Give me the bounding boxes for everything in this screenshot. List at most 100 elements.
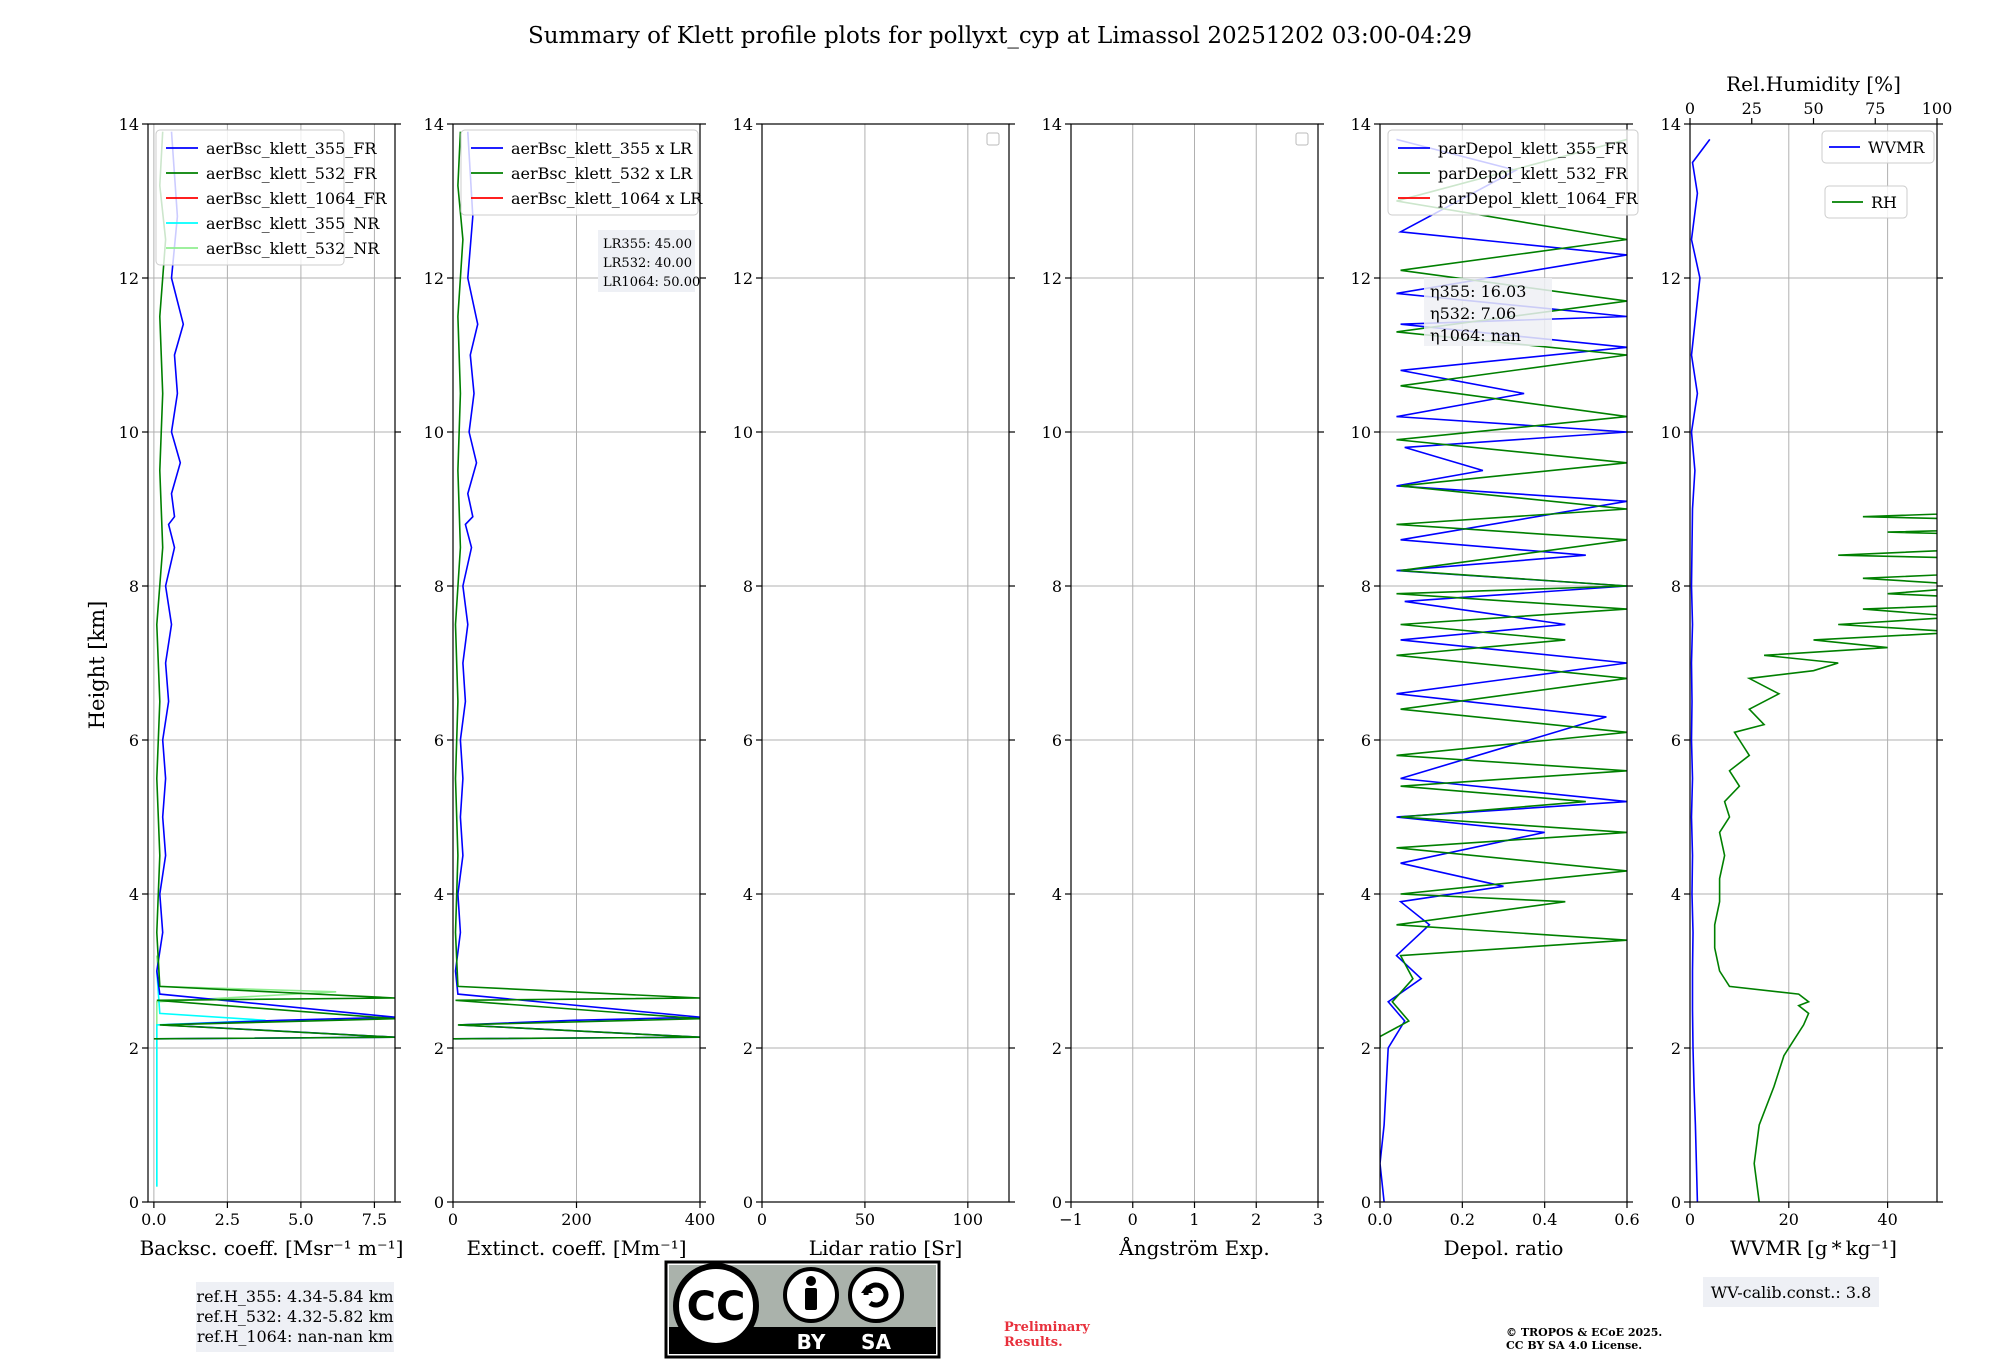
y-tick-label: 10 bbox=[1661, 423, 1681, 442]
y-tick-label: 8 bbox=[1671, 577, 1681, 596]
x-tick-label: 40 bbox=[1877, 1210, 1897, 1229]
y-tick-label: 10 bbox=[119, 423, 139, 442]
figure: Summary of Klett profile plots for polly… bbox=[0, 0, 2000, 1360]
x-tick-label: 0 bbox=[757, 1210, 767, 1229]
legend-entry: aerBsc_klett_532_FR bbox=[206, 164, 377, 183]
y-tick-label: 6 bbox=[1052, 731, 1062, 750]
series-line-RH bbox=[1715, 436, 2000, 1202]
x-axis-label: WVMR [g * kg⁻¹] bbox=[1730, 1236, 1897, 1260]
legend-entry: aerBsc_klett_355_NR bbox=[206, 214, 380, 233]
y-tick-label: 4 bbox=[743, 885, 753, 904]
y-tick-label: 0 bbox=[434, 1193, 444, 1212]
legend-entry: parDepol_klett_1064_FR bbox=[1438, 189, 1639, 208]
legend-entry: parDepol_klett_355_FR bbox=[1438, 139, 1629, 158]
y-tick-label: 6 bbox=[1671, 731, 1681, 750]
top-x-axis-label: Rel.Humidity [%] bbox=[1726, 72, 1901, 96]
legend-entry: WVMR bbox=[1868, 138, 1925, 157]
panel-depol: 024681012140.0 0.2 0.4 0.6Depol. ratioparDe… bbox=[1351, 115, 1640, 1260]
series-line-aerBsc_klett_532_FR bbox=[154, 132, 395, 1039]
y-tick-label: 14 bbox=[1042, 115, 1062, 134]
y-tick-label: 8 bbox=[1361, 577, 1371, 596]
y-tick-label: 8 bbox=[434, 577, 444, 596]
y-tick-label: 10 bbox=[733, 423, 753, 442]
y-tick-label: 6 bbox=[1361, 731, 1371, 750]
panel-ext: 0 2 4 6 8 10 12 14 0 200 400 Extinct. coeff. [Mm⁻¹]… bbox=[424, 115, 716, 1260]
y-tick-label: 10 bbox=[424, 423, 444, 442]
legend: parDepol_klett_355_FR parDepol_klett_532_… bbox=[1388, 130, 1639, 215]
y-tick-label: 4 bbox=[434, 885, 444, 904]
y-tick-label: 10 bbox=[1351, 423, 1371, 442]
lidar-ratio-value: LR355: 45.00 bbox=[603, 237, 692, 252]
x-tick-label: 0.4 bbox=[1532, 1210, 1557, 1229]
x-axis-label: Extinct. coeff. [Mm⁻¹] bbox=[466, 1236, 686, 1260]
legend-entry: aerBsc_klett_355 x LR bbox=[511, 139, 693, 158]
series-line-aerBsc_klett_355_FR bbox=[157, 132, 395, 1039]
x-axis-label: Lidar ratio [Sr] bbox=[809, 1236, 963, 1260]
by-label: BY bbox=[797, 1330, 826, 1354]
x-axis-label: Ångström Exp. bbox=[1118, 1235, 1269, 1260]
legend: aerBsc_klett_355_FR aerBsc_klett_532_FRae… bbox=[156, 130, 388, 265]
preliminary-line-2: Results. bbox=[1004, 1335, 1063, 1350]
y-tick-label: 12 bbox=[733, 269, 753, 288]
x-tick-label: 0.0 bbox=[141, 1210, 166, 1229]
y-tick-label: 6 bbox=[743, 731, 753, 750]
empty-legend-box bbox=[1296, 133, 1308, 145]
eta-value: η532: 7.06 bbox=[1430, 304, 1516, 323]
axes-frame bbox=[148, 124, 395, 1202]
y-tick-label: 6 bbox=[434, 731, 444, 750]
legend-rh: RH bbox=[1825, 186, 1907, 218]
legend-entry: aerBsc_klett_532 x LR bbox=[511, 164, 693, 183]
empty-legend-box bbox=[987, 133, 999, 145]
ref-heights-box: ref.H_355: 4.34-5.84 km ref.H_532: 4.32-… bbox=[196, 1282, 394, 1352]
x-tick-label: 20 bbox=[1779, 1210, 1799, 1229]
x-tick-label: 0.2 bbox=[1450, 1210, 1475, 1229]
x-axis-label: Backsc. coeff. [Msr⁻¹ m⁻¹] bbox=[140, 1236, 404, 1260]
y-tick-label: 8 bbox=[129, 577, 139, 596]
legend-entry: aerBsc_klett_1064_FR bbox=[206, 189, 388, 208]
y-tick-label: 4 bbox=[1671, 885, 1681, 904]
ref-height-355: ref.H_355: 4.34-5.84 km bbox=[196, 1287, 393, 1306]
x-tick-label: 3 bbox=[1313, 1210, 1323, 1229]
top-x-tick-label: 50 bbox=[1803, 99, 1823, 118]
x-tick-label: 0.0 bbox=[1367, 1210, 1392, 1229]
y-tick-label: 2 bbox=[434, 1039, 444, 1058]
x-tick-label: 5.0 bbox=[288, 1210, 313, 1229]
y-tick-label: 4 bbox=[1361, 885, 1371, 904]
y-tick-label: 14 bbox=[733, 115, 753, 134]
cc-license-badge: CC BY SA bbox=[666, 1262, 939, 1357]
top-x-tick-label: 0 bbox=[1685, 99, 1695, 118]
x-tick-label: 0 bbox=[1685, 1210, 1695, 1229]
y-tick-label: 6 bbox=[129, 731, 139, 750]
lidar-ratio-annotation: LR355: 45.00LR532: 40.00LR1064: 50.00 bbox=[598, 230, 700, 292]
x-tick-label: 50 bbox=[855, 1210, 875, 1229]
y-tick-label: 0 bbox=[1671, 1193, 1681, 1212]
y-tick-label: 4 bbox=[1052, 885, 1062, 904]
wv-calib-value: WV-calib.const.: 3.8 bbox=[1711, 1283, 1872, 1302]
eta-annotation: η355: 16.03η532: 7.06η1064: nan bbox=[1424, 278, 1552, 346]
legend-entry: RH bbox=[1871, 193, 1897, 212]
figure-title: Summary of Klett profile plots for polly… bbox=[528, 23, 1472, 49]
axes-frame bbox=[762, 124, 1009, 1202]
x-tick-label: 0.6 bbox=[1614, 1210, 1639, 1229]
x-axis-label: Depol. ratio bbox=[1444, 1236, 1564, 1260]
copyright-line-1: © TROPOS & ECoE 2025. bbox=[1506, 1326, 1662, 1339]
y-tick-label: 2 bbox=[743, 1039, 753, 1058]
x-tick-label: −1 bbox=[1059, 1210, 1083, 1229]
y-tick-label: 12 bbox=[1042, 269, 1062, 288]
top-x-tick-label: 75 bbox=[1865, 99, 1885, 118]
x-tick-label: 1 bbox=[1189, 1210, 1199, 1229]
y-tick-label: 4 bbox=[129, 885, 139, 904]
y-tick-label: 10 bbox=[1042, 423, 1062, 442]
x-tick-label: 0 bbox=[1128, 1210, 1138, 1229]
x-tick-label: 2.5 bbox=[215, 1210, 240, 1229]
x-tick-label: 7.5 bbox=[362, 1210, 387, 1229]
y-tick-label: 14 bbox=[119, 115, 139, 134]
panel-ae: 02468101214−1 0 1 2 3Ångström Exp. bbox=[1042, 115, 1324, 1260]
y-tick-label: 0 bbox=[129, 1193, 139, 1212]
preliminary-line-1: Preliminary bbox=[1004, 1320, 1090, 1335]
x-tick-label: 2 bbox=[1251, 1210, 1261, 1229]
legend-wvmr: WVMR bbox=[1822, 131, 1934, 163]
eta-value: η1064: nan bbox=[1430, 326, 1521, 345]
